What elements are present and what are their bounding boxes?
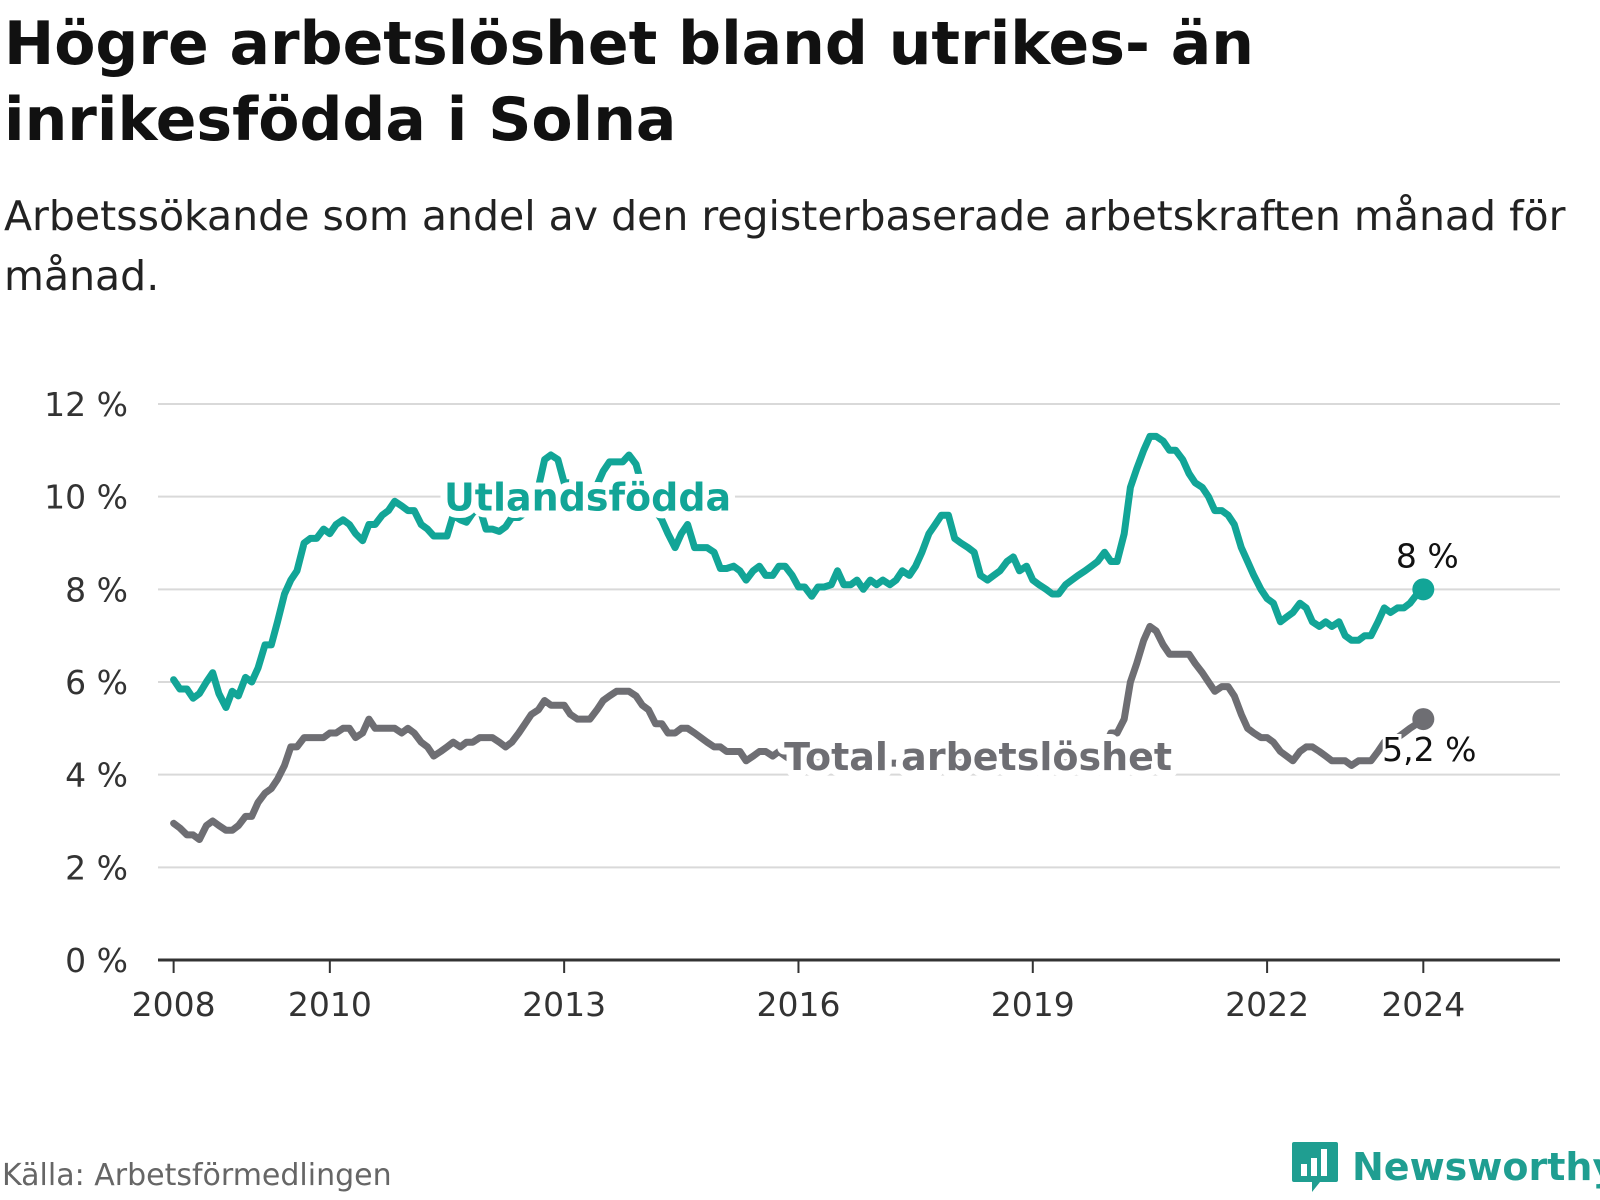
y-axis-ticks: 0 % 2 % 4 % 6 % 8 % 10 % 12 % xyxy=(44,385,128,980)
y-tick-label: 2 % xyxy=(65,848,128,887)
annotation-utlandsfodda: Utlandsfödda xyxy=(444,476,731,520)
series-line-total xyxy=(170,622,1427,843)
brand-name: Newsworthy xyxy=(1352,1145,1600,1189)
y-tick-label: 8 % xyxy=(65,570,128,609)
y-tick-label: 4 % xyxy=(65,756,128,795)
x-tick-label: 2019 xyxy=(991,985,1075,1024)
end-label-utlandsfodda: 8 % xyxy=(1396,536,1459,575)
series-labels: 8 % 5,2 % Utlandsfödda Total arbetslöshet xyxy=(437,469,1480,786)
x-tick-label: 2024 xyxy=(1381,985,1465,1024)
end-label-total: 5,2 % xyxy=(1382,730,1476,769)
series-lines xyxy=(170,432,1435,843)
chart-title: Högre arbetslöshet bland utrikes- än inr… xyxy=(4,9,1254,155)
annotation-total: Total arbetslöshet xyxy=(784,735,1172,779)
x-tick-label: 2010 xyxy=(288,985,372,1024)
y-tick-label: 12 % xyxy=(44,385,128,424)
x-tick-label: 2016 xyxy=(756,985,840,1024)
y-tick-label: 10 % xyxy=(44,478,128,517)
x-axis: 2008 2010 2013 2016 2019 2022 2024 xyxy=(132,958,1560,1024)
x-tick-label: 2008 xyxy=(132,985,216,1024)
x-tick-label: 2013 xyxy=(522,985,606,1024)
y-tick-label: 0 % xyxy=(65,941,128,980)
series-line-utlandsfodda xyxy=(170,432,1427,711)
newsworthy-icon xyxy=(1292,1142,1338,1192)
series-end-point-utlandsfodda xyxy=(1412,578,1435,601)
y-tick-label: 6 % xyxy=(65,663,128,702)
series-end-point-total xyxy=(1412,708,1435,731)
gridlines xyxy=(158,403,1560,869)
chart-subtitle: Arbetssökande som andel av den registerb… xyxy=(4,192,1566,300)
brand-logo: Newsworthy xyxy=(1290,1140,1600,1194)
source-note: Källa: Arbetsförmedlingen xyxy=(2,1158,392,1193)
x-tick-label: 2022 xyxy=(1225,985,1309,1024)
